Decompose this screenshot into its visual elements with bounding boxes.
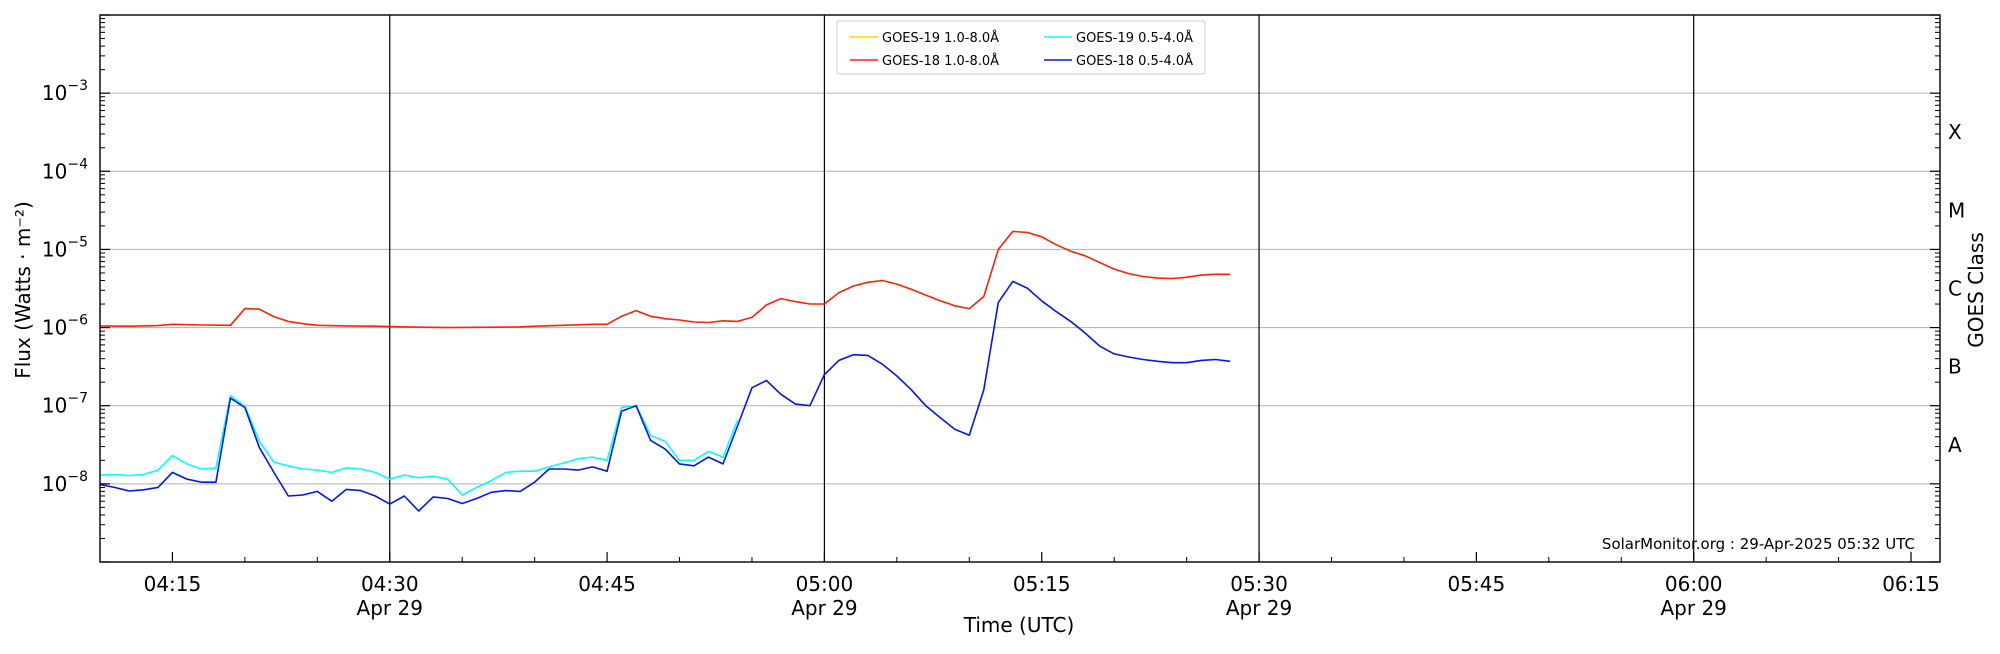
- x-tick-date-label: Apr 29: [791, 596, 857, 620]
- x-tick-date-label: Apr 29: [1660, 596, 1726, 620]
- goes-class-label: A: [1948, 433, 1962, 457]
- series-line-goes-19-0-5-4-0-: [99, 394, 739, 496]
- x-tick-label: 04:30: [361, 572, 419, 596]
- legend-label: GOES-18 0.5-4.0Å: [1076, 53, 1193, 69]
- legend-label: GOES-18 1.0-8.0Å: [882, 53, 999, 69]
- y-axis-title: Flux (Watts · m⁻²): [11, 201, 35, 379]
- y-tick-label: 10−5: [42, 234, 88, 261]
- x-axis-title: Time (UTC): [963, 613, 1075, 637]
- legend-label: GOES-19 1.0-8.0Å: [882, 30, 999, 46]
- x-tick-label: 04:15: [144, 572, 202, 596]
- goes-class-label: M: [1948, 198, 1965, 222]
- series-line-goes-18-0-5-4-0-: [99, 280, 1231, 512]
- y-tick-label: 10−3: [42, 78, 88, 105]
- goes-class-label: C: [1948, 277, 1962, 301]
- legend: GOES-19 1.0-8.0Å GOES-18 1.0-8.0Å GOES-19 …: [836, 20, 1206, 75]
- series-line-goes-18-1-0-8-0-: [99, 230, 1231, 329]
- legend-label: GOES-19 0.5-4.0Å: [1076, 30, 1193, 46]
- source-stamp: SolarMonitor.org : 29-Apr-2025 05:32 UTC: [1602, 535, 1915, 553]
- x-tick-label: 05:15: [1013, 572, 1071, 596]
- y-tick-label: 10−4: [42, 156, 88, 183]
- x-tick-label: 05:30: [1230, 572, 1288, 596]
- x-tick-date-label: Apr 29: [1226, 596, 1292, 620]
- legend-box: [836, 20, 1206, 75]
- x-tick-date-label: Apr 29: [357, 596, 423, 620]
- y-tick-label: 10−8: [42, 469, 88, 496]
- y-tick-label: 10−7: [42, 391, 88, 418]
- x-tick-label: 06:00: [1665, 572, 1723, 596]
- y-tick-label: 10−6: [42, 313, 88, 340]
- x-tick-label: 05:45: [1448, 572, 1506, 596]
- x-tick-label: 05:00: [796, 572, 854, 596]
- x-tick-label: 04:45: [578, 572, 636, 596]
- goes-class-label: B: [1948, 355, 1962, 379]
- goes-class-label: X: [1948, 120, 1962, 144]
- x-tick-label: 06:15: [1882, 572, 1940, 596]
- goes-class-axis-title: GOES Class: [1964, 232, 1988, 348]
- plot-frame: [99, 14, 1941, 563]
